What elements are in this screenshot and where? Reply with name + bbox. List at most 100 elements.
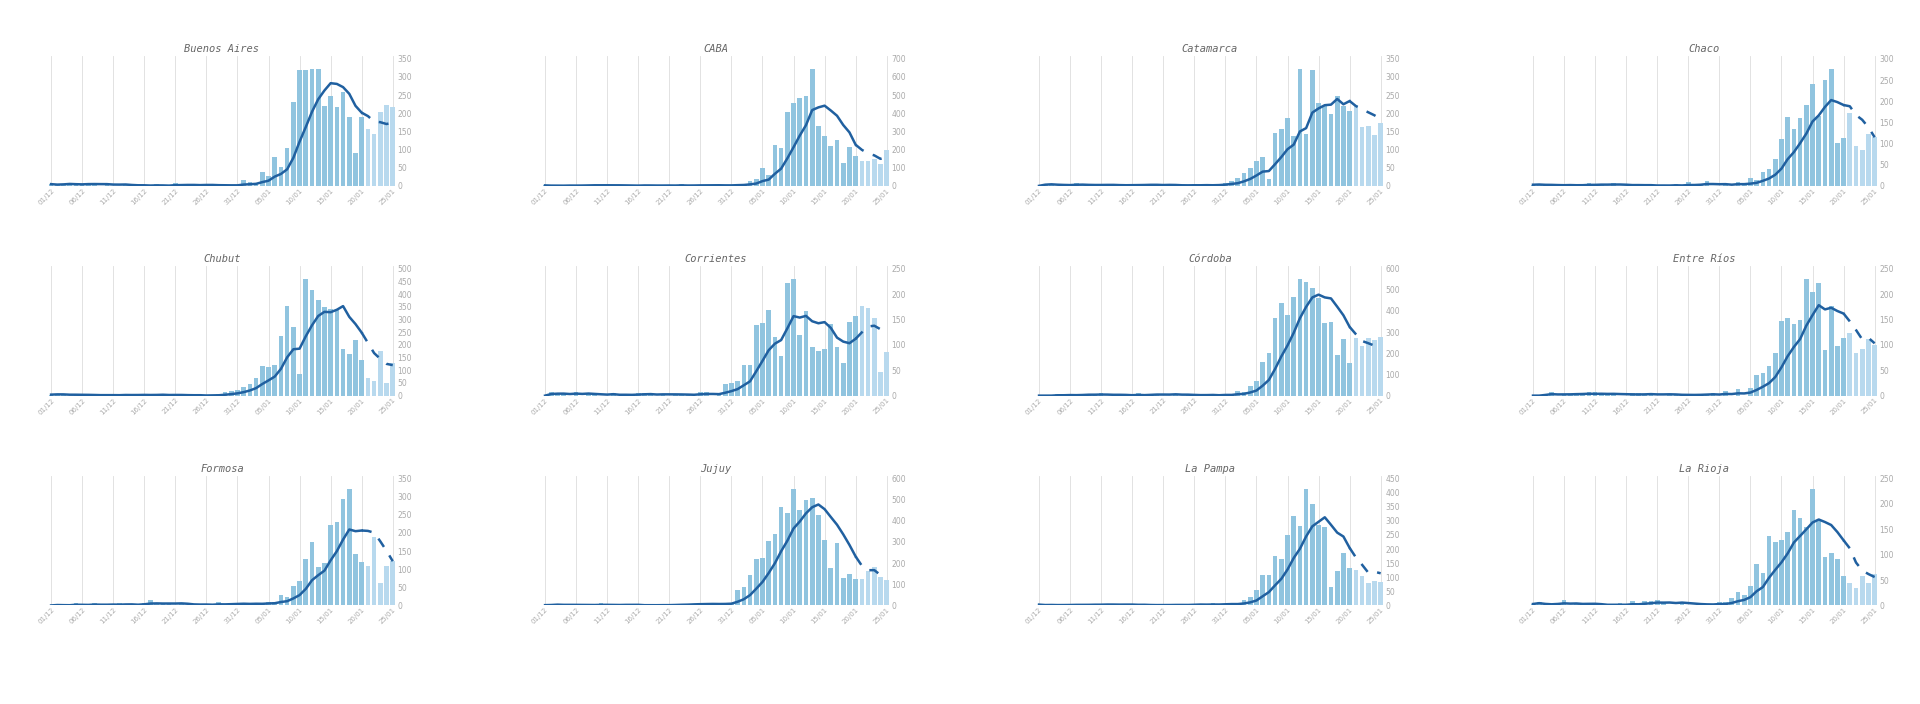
Bar: [1154, 394, 1160, 396]
Bar: [1323, 527, 1327, 605]
Bar: [1822, 351, 1828, 396]
Bar: [1379, 123, 1382, 186]
Bar: [1359, 346, 1365, 396]
Bar: [1273, 132, 1277, 186]
Bar: [735, 382, 739, 396]
Bar: [323, 307, 326, 396]
Title: Chaco: Chaco: [1688, 44, 1720, 54]
Bar: [1561, 601, 1567, 605]
Bar: [772, 534, 778, 605]
Bar: [760, 322, 764, 396]
Bar: [1248, 386, 1252, 396]
Bar: [228, 391, 234, 396]
Bar: [1129, 184, 1135, 186]
Bar: [561, 394, 566, 396]
Bar: [847, 147, 852, 186]
Bar: [835, 543, 839, 605]
Bar: [829, 568, 833, 605]
Bar: [334, 522, 340, 605]
Bar: [1661, 603, 1667, 605]
Bar: [1836, 143, 1839, 186]
Bar: [1549, 391, 1553, 396]
Bar: [1866, 134, 1870, 186]
Bar: [1073, 183, 1079, 186]
Bar: [780, 148, 783, 186]
Bar: [804, 501, 808, 605]
Bar: [1674, 184, 1678, 186]
Bar: [766, 541, 772, 605]
Bar: [599, 603, 603, 605]
Bar: [378, 583, 382, 605]
Bar: [1365, 583, 1371, 605]
Bar: [1260, 157, 1265, 186]
Bar: [1549, 185, 1553, 186]
Bar: [1805, 104, 1809, 186]
Bar: [284, 148, 290, 186]
Bar: [1811, 489, 1814, 605]
Bar: [555, 604, 561, 605]
Bar: [1056, 394, 1060, 396]
Bar: [1365, 126, 1371, 186]
Bar: [872, 567, 877, 605]
Bar: [1536, 184, 1542, 186]
Bar: [1235, 604, 1240, 605]
Bar: [1797, 518, 1803, 605]
Bar: [816, 351, 820, 396]
Bar: [323, 106, 326, 186]
Bar: [323, 563, 326, 605]
Bar: [1340, 553, 1346, 605]
Bar: [1229, 395, 1235, 396]
Bar: [1780, 321, 1784, 396]
Bar: [877, 372, 883, 396]
Bar: [1217, 184, 1221, 186]
Bar: [1747, 586, 1753, 605]
Bar: [154, 603, 159, 605]
Bar: [123, 184, 129, 186]
Bar: [1766, 169, 1772, 186]
Bar: [317, 69, 321, 186]
Bar: [852, 579, 858, 605]
Bar: [674, 394, 678, 396]
Bar: [1680, 603, 1684, 605]
Bar: [278, 336, 284, 396]
Bar: [1242, 173, 1246, 186]
Bar: [735, 590, 739, 605]
Bar: [328, 524, 332, 605]
Bar: [835, 140, 839, 186]
Bar: [1805, 527, 1809, 605]
Bar: [810, 347, 814, 396]
Bar: [384, 566, 390, 605]
Bar: [1292, 297, 1296, 396]
Bar: [860, 161, 864, 186]
Title: Chubut: Chubut: [204, 254, 240, 264]
Bar: [1791, 324, 1797, 396]
Bar: [1847, 113, 1853, 186]
Bar: [1544, 394, 1548, 396]
Bar: [1284, 118, 1290, 186]
Bar: [359, 360, 365, 396]
Bar: [1254, 381, 1260, 396]
Bar: [267, 176, 271, 186]
Bar: [1755, 375, 1759, 396]
Bar: [699, 392, 703, 396]
Bar: [253, 183, 259, 186]
Bar: [549, 392, 553, 396]
Bar: [56, 394, 60, 396]
Bar: [747, 575, 753, 605]
Bar: [710, 603, 714, 605]
Bar: [1043, 184, 1048, 186]
Bar: [1772, 353, 1778, 396]
Bar: [760, 558, 764, 605]
Bar: [1816, 116, 1820, 186]
Bar: [234, 603, 240, 605]
Bar: [1260, 575, 1265, 605]
Bar: [267, 603, 271, 605]
Bar: [1755, 564, 1759, 605]
Bar: [242, 387, 246, 396]
Bar: [1267, 353, 1271, 396]
Bar: [1323, 106, 1327, 186]
Bar: [797, 510, 803, 605]
Bar: [755, 325, 758, 396]
Bar: [353, 553, 357, 605]
Bar: [1611, 184, 1617, 186]
